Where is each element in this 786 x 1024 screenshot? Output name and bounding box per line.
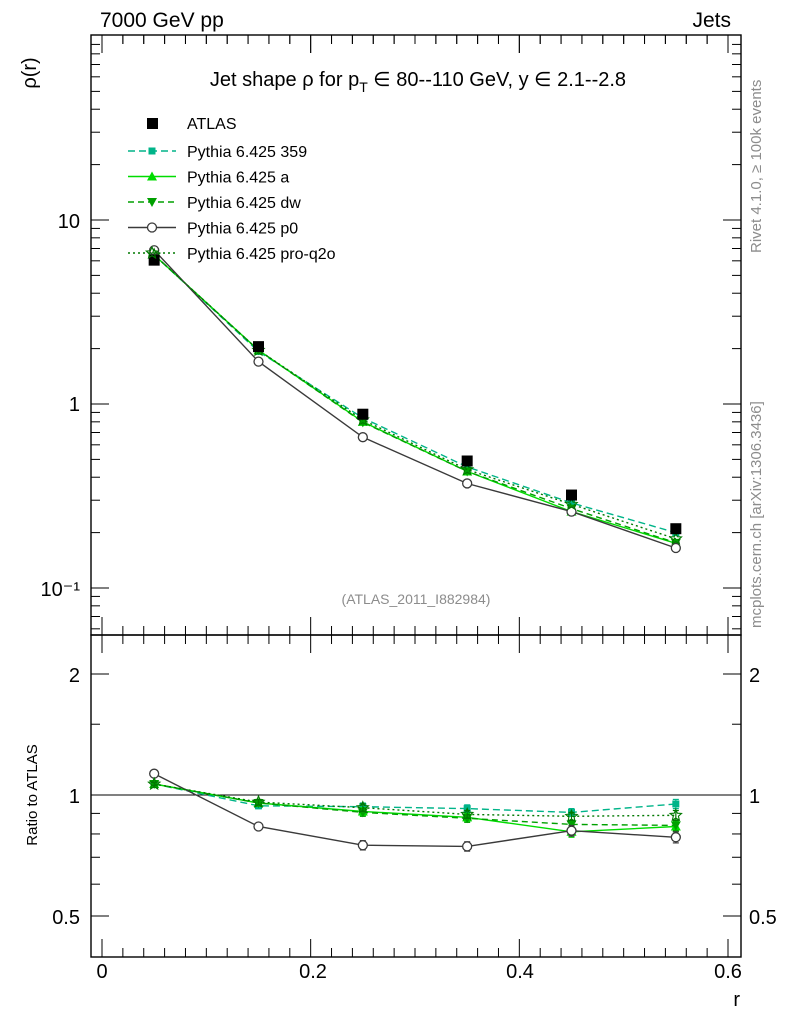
series-point-ratio [668, 807, 683, 822]
series-line-ratio [153, 773, 676, 848]
series-point-main [564, 496, 579, 511]
y-axis-label: ρ(r) [19, 57, 41, 88]
series-point-ratio [672, 800, 680, 808]
ratio-tick-label-0p5-right: 0.5 [749, 907, 777, 929]
x-tick-label-0p6: 0.6 [714, 961, 742, 983]
series-point-ratio [564, 808, 579, 823]
series-point-main [568, 499, 575, 507]
analysis-watermark: (ATLAS_2011_I882984) [342, 591, 491, 607]
series-line-main [153, 254, 677, 544]
x-axis-label: r [733, 989, 740, 1011]
series-point-main [253, 356, 264, 367]
series-line-ratio [154, 783, 676, 827]
legend-entry-0: Pythia 6.425 359 [128, 144, 307, 161]
series-point-ratio [253, 821, 264, 832]
legend-entry-2: Pythia 6.425 dw [128, 195, 301, 212]
x-tick-label-0: 0 [96, 961, 107, 983]
y-tick-label-0p1: 10⁻¹ [41, 579, 81, 601]
series-point-ratio [251, 794, 266, 809]
legend-entry-atlas: ATLAS [147, 116, 237, 133]
atlas-data-point [566, 489, 577, 501]
series-point-ratio [357, 840, 368, 851]
atlas-data-point [253, 341, 264, 353]
legend-entry-3: Pythia 6.425 p0 [128, 221, 298, 238]
series-point-ratio [147, 776, 162, 791]
legend-entry-1: Pythia 6.425 a [128, 170, 289, 187]
series-line-main [153, 254, 676, 534]
series-line-ratio [154, 783, 676, 818]
series-point-main [460, 462, 475, 476]
ratio-tick-label-1: 1 [69, 786, 80, 808]
atlas-data [148, 254, 682, 535]
series-1 [149, 250, 681, 838]
series-point-main [670, 542, 681, 554]
ratio-tick-label-2-right: 2 [749, 665, 760, 687]
y-tick-label-1: 1 [69, 394, 80, 416]
legend-label: Pythia 6.425 359 [187, 144, 307, 161]
x-tick-label-0p2: 0.2 [299, 961, 327, 983]
series-point-ratio [566, 825, 577, 836]
legend-label: Pythia 6.425 p0 [187, 221, 298, 238]
series-0 [150, 251, 680, 817]
ratio-tick-label-1-right: 1 [749, 786, 760, 808]
series-line-main [153, 254, 677, 544]
series-point-ratio [670, 832, 681, 843]
series-point-ratio [462, 841, 473, 852]
legend-label-atlas: ATLAS [187, 116, 237, 133]
legend-marker [144, 245, 160, 260]
mcplots-label: mcplots.cern.ch [arXiv:1306.3436] [748, 401, 765, 628]
ratio-tick-label-0p5: 0.5 [52, 907, 80, 929]
header-right: Jets [692, 9, 731, 32]
series-point-ratio [670, 821, 681, 831]
series-line-ratio [154, 783, 676, 814]
atlas-data-point [670, 523, 682, 535]
ratio-tick-label-2: 2 [69, 665, 80, 687]
legend-marker [147, 198, 157, 207]
series-point-main [668, 531, 683, 545]
series-line-main [153, 249, 677, 549]
series-line-main [153, 254, 677, 540]
rivet-label: Rivet 4.1.0, ≥ 100k events [748, 80, 765, 253]
legend-entry-4: Pythia 6.425 pro-q2o [128, 245, 336, 263]
series-point-ratio [355, 800, 370, 814]
legend-marker [147, 171, 157, 181]
ratio-axis-label: Ratio to ATLAS [24, 744, 41, 845]
legend-marker [148, 147, 156, 155]
legend: ATLAS Pythia 6.425 359 Pythia 6.425 a Pyth… [128, 116, 336, 263]
header-left: 7000 GeV pp [100, 9, 224, 32]
atlas-data-point [357, 408, 369, 420]
ratio-plot-frame [90, 634, 742, 958]
series-point-main [357, 432, 368, 443]
y-tick-label-10: 10 [58, 211, 80, 233]
chart-title: Jet shape ρ for pT ∈ 80--110 GeV, y ∈ 2.… [210, 69, 626, 95]
legend-label: Pythia 6.425 dw [187, 195, 301, 212]
legend-label: Pythia 6.425 a [187, 170, 289, 187]
atlas-data-point [461, 455, 473, 467]
series-4 [147, 247, 683, 823]
series-3 [149, 245, 681, 852]
legend-marker [146, 222, 158, 233]
legend-marker-atlas [147, 118, 158, 129]
x-tick-label-0p4: 0.4 [506, 961, 534, 983]
atlas-data-point [148, 254, 160, 266]
series-point-main [462, 478, 473, 489]
legend-label: Pythia 6.425 pro-q2o [187, 246, 336, 263]
axis-ticks [91, 35, 741, 957]
series-line-ratio [154, 783, 676, 833]
series-2 [149, 251, 681, 832]
series-point-ratio [460, 806, 475, 821]
series-layer [147, 245, 683, 852]
series-point-ratio [357, 808, 368, 818]
